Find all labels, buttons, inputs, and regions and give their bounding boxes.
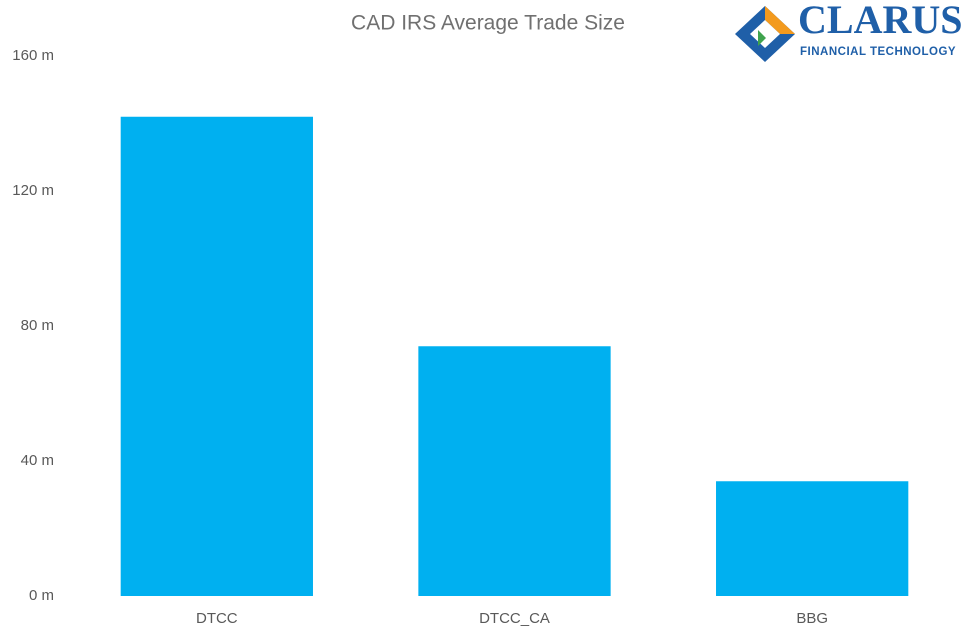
y-tick-label: 0 m <box>29 587 54 604</box>
bar <box>120 116 313 596</box>
chart-title: CAD IRS Average Trade Size <box>351 12 625 35</box>
bar <box>418 346 611 596</box>
y-tick-label: 40 m <box>21 452 54 469</box>
x-tick-label: BBG <box>796 610 828 627</box>
logo-check <box>758 30 766 46</box>
bar <box>716 481 909 596</box>
logo-diamond-inner <box>750 20 780 48</box>
y-tick-label: 120 m <box>12 182 54 199</box>
x-tick-label: DTCC_CA <box>479 610 550 627</box>
logo-tagline: FINANCIAL TECHNOLOGY <box>800 46 956 58</box>
x-tick-label: DTCC <box>196 610 238 627</box>
y-tick-label: 80 m <box>21 317 54 334</box>
logo-name: CLARUS <box>798 0 962 42</box>
logo: CLARUS FINANCIAL TECHNOLOGY <box>735 0 962 62</box>
y-tick-label: 160 m <box>12 47 54 64</box>
